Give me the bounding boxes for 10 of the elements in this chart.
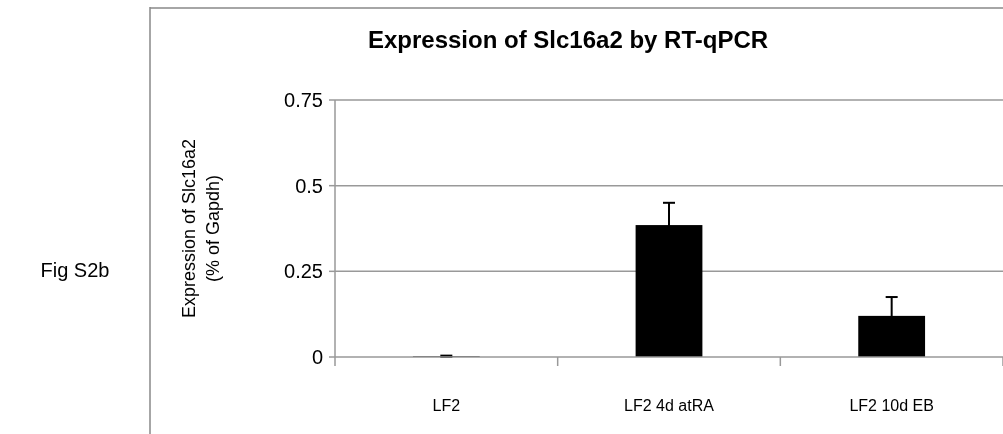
x-tick-label: LF2 10d EB (849, 397, 934, 414)
y-tick-label: 0.5 (295, 174, 323, 197)
caption: Fig S2b (40, 259, 110, 281)
y-tick-label: 0 (311, 346, 323, 368)
x-tick-label: LF2 4d atRA (624, 397, 715, 414)
y-tick-label: 0.25 (284, 260, 323, 283)
chart-title: Expression of Slc16a2 by RT-qPCR (367, 26, 769, 53)
y-axis-title: Expression of Slc16a2 (% of Gapdh) (179, 138, 223, 319)
x-tick-label: LF2 (432, 397, 461, 414)
y-tick-label: 0.75 (284, 89, 323, 111)
